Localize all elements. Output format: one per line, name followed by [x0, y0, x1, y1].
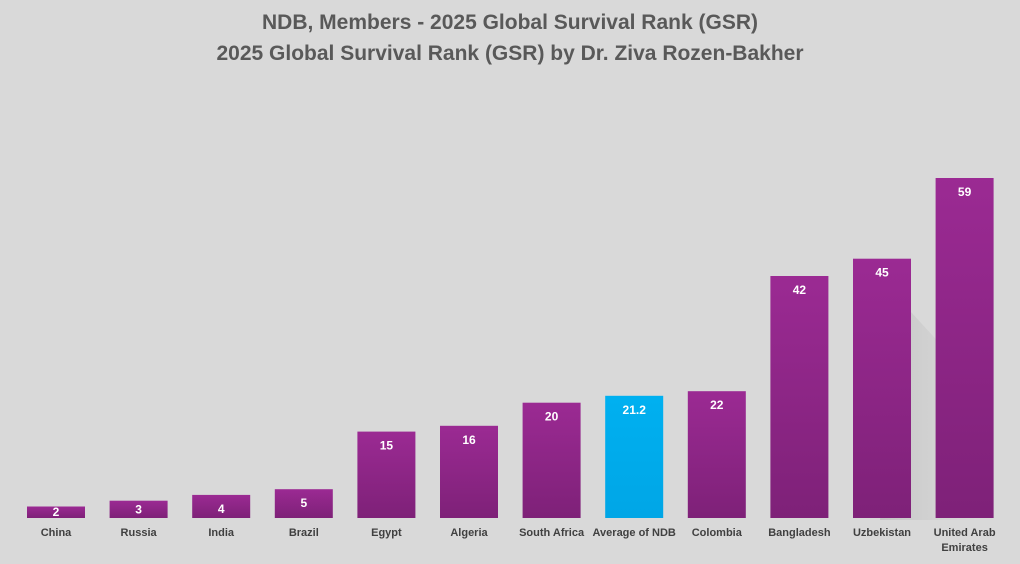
x-tick-label: Colombia — [692, 527, 743, 539]
data-label: 42 — [793, 283, 807, 297]
data-label: 22 — [710, 398, 724, 412]
data-label: 16 — [462, 433, 476, 447]
bar-india — [192, 494, 251, 518]
x-tick-label: Algeria — [450, 527, 488, 539]
chart-subtitle: 2025 Global Survival Rank (GSR) by Dr. Z… — [216, 42, 804, 65]
x-tick-label: United Arab Emirates — [934, 527, 996, 554]
data-label: 4 — [218, 502, 225, 516]
bar-south-africa — [522, 402, 581, 518]
x-tick-label: Average of NDB — [593, 527, 676, 539]
bar-average-of-ndb — [605, 395, 664, 518]
x-tick-label: Egypt — [371, 527, 402, 539]
x-tick-label: India — [208, 527, 235, 539]
bar-algeria — [440, 425, 498, 518]
bar-united-arab-emirates — [935, 178, 994, 518]
bar-colombia — [687, 391, 746, 518]
x-tick-label: China — [41, 527, 72, 539]
chart-title: NDB, Members - 2025 Global Survival Rank… — [262, 11, 758, 34]
data-label: 59 — [958, 185, 972, 199]
data-label: 45 — [875, 266, 889, 280]
data-label: 5 — [300, 496, 307, 510]
data-label: 20 — [545, 410, 559, 424]
x-tick-label: Bangladesh — [768, 527, 831, 539]
bar-egypt — [357, 431, 416, 518]
data-label: 2 — [53, 505, 60, 519]
data-label: 15 — [380, 439, 394, 453]
bar-brazil — [274, 489, 333, 518]
bar-china — [27, 506, 85, 518]
x-tick-label: South Africa — [519, 527, 585, 539]
bar-uzbekistan — [853, 258, 911, 518]
x-tick-label: Brazil — [289, 527, 319, 539]
data-label: 21.2 — [623, 403, 647, 417]
x-tick-label: Uzbekistan — [853, 527, 911, 539]
data-label: 3 — [135, 502, 142, 516]
x-tick-label: Russia — [121, 527, 158, 539]
bar-bangladesh — [770, 276, 829, 518]
bar-russia — [109, 500, 168, 518]
